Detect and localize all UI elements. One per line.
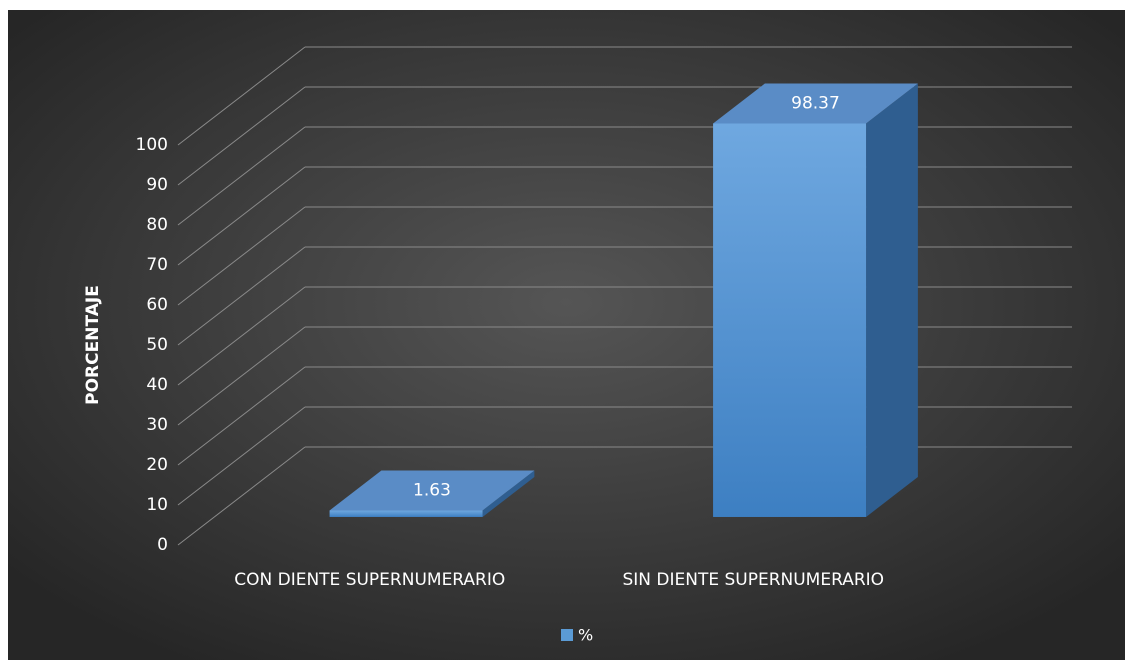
y-tick-label: 70 xyxy=(146,255,168,275)
x-tick-label: SIN DIENTE SUPERNUMERARIO xyxy=(622,570,884,590)
x-tick-label: CON DIENTE SUPERNUMERARIO xyxy=(234,570,505,590)
bar-side xyxy=(866,83,918,517)
y-axis-label: PORCENTAJE xyxy=(83,285,103,405)
y-tick-label: 50 xyxy=(146,335,168,355)
grid-line-side xyxy=(177,446,306,546)
y-tick-label: 80 xyxy=(146,215,168,235)
y-tick-label: 10 xyxy=(146,495,168,515)
y-tick-label: 90 xyxy=(146,175,168,195)
grid-line-side xyxy=(177,286,306,386)
data-label: 1.63 xyxy=(413,480,451,500)
y-tick-label: 100 xyxy=(136,135,168,155)
grid-line-side xyxy=(177,166,306,266)
grid-line-side xyxy=(177,46,306,146)
grid-line-side xyxy=(177,326,306,426)
grid-line-side xyxy=(177,246,306,346)
data-label: 98.37 xyxy=(791,94,840,114)
grid-line-side xyxy=(177,126,306,226)
grid-line-side xyxy=(177,366,306,466)
y-tick-label: 40 xyxy=(146,375,168,395)
bar xyxy=(329,510,483,517)
grid-line-side xyxy=(177,406,306,506)
y-tick-label: 20 xyxy=(146,455,168,475)
bar-top xyxy=(329,470,535,511)
legend-label: % xyxy=(578,626,593,645)
legend-swatch xyxy=(561,629,573,641)
chart-background xyxy=(8,10,1125,660)
grid-line-side xyxy=(177,86,306,186)
y-tick-label: 60 xyxy=(146,295,168,315)
bar-top xyxy=(713,83,918,124)
grid-line-side xyxy=(177,206,306,306)
bar-side xyxy=(482,470,535,517)
y-tick-label: 0 xyxy=(157,535,168,555)
bar xyxy=(713,123,867,517)
y-tick-label: 30 xyxy=(146,415,168,435)
